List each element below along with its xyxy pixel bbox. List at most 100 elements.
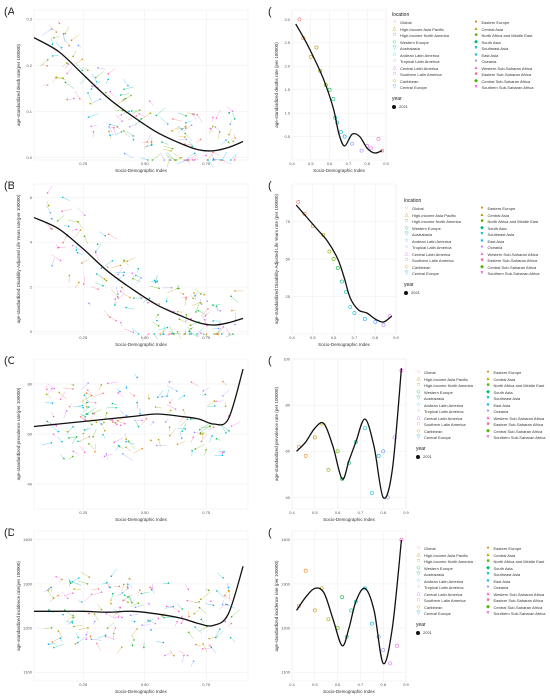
data-point xyxy=(57,246,59,249)
data-point xyxy=(140,118,143,120)
legend-symbol-icon: ☆ xyxy=(416,401,421,408)
legend-item: ■ Eastern Sub-Saharan Africa xyxy=(486,597,548,604)
legend-label: Eastern Sub-Saharan Africa xyxy=(481,72,532,77)
data-point xyxy=(211,435,213,437)
plot-area xyxy=(33,183,249,335)
data-point xyxy=(153,279,156,282)
legend-label: Central Latin America xyxy=(424,591,463,597)
data-point xyxy=(228,111,231,114)
data-point xyxy=(221,603,224,606)
x-tick-label: 0.8 xyxy=(380,682,386,687)
label-leader-line xyxy=(225,333,234,338)
legend-item: ▲ Central Asia xyxy=(474,26,548,32)
data-point xyxy=(117,419,119,422)
data-point xyxy=(209,645,211,647)
legend-symbol-icon: ■ xyxy=(474,32,478,38)
label-leader-line xyxy=(95,282,103,286)
data-point xyxy=(221,451,224,454)
data-point xyxy=(231,110,234,112)
data-point xyxy=(215,437,218,440)
data-point xyxy=(137,425,140,428)
label-leader-line xyxy=(127,584,133,588)
data-point xyxy=(335,266,340,270)
label-leader-line xyxy=(130,614,139,616)
data-point xyxy=(77,220,79,223)
data-point xyxy=(340,279,344,284)
legend-symbol-icon: ■ xyxy=(486,597,490,603)
data-point xyxy=(202,333,205,335)
legend-item: ▼ Southeast Asia xyxy=(486,396,548,402)
label-leader-line xyxy=(216,572,224,578)
data-point xyxy=(70,39,73,41)
data-point xyxy=(67,431,69,433)
legend-item: △ Central Latin America xyxy=(416,415,478,421)
y-tick-label: 1300 xyxy=(281,581,291,586)
legend-symbol-icon: □ xyxy=(392,71,397,77)
label-leader-line xyxy=(140,157,148,161)
data-point xyxy=(381,449,386,454)
label-leader-line xyxy=(202,643,208,652)
label-leader-line xyxy=(65,82,74,89)
x-tick-label: 0.9 xyxy=(393,335,399,340)
label-leader-line xyxy=(116,286,119,295)
data-point xyxy=(230,622,233,625)
data-point xyxy=(104,635,107,638)
label-leader-line xyxy=(41,64,48,67)
data-point xyxy=(69,582,72,584)
legend-item: ▼ Southern Sub-Saharan Africa xyxy=(486,611,548,617)
label-leader-line xyxy=(187,326,192,335)
data-point xyxy=(56,220,59,222)
legend-label: Eastern Sub-Saharan Africa xyxy=(493,598,544,603)
data-point xyxy=(161,395,163,398)
label-leader-line xyxy=(67,621,73,625)
label-leader-line xyxy=(142,298,150,303)
data-point xyxy=(61,196,64,199)
legend-label: Southeast Asia xyxy=(481,46,509,51)
label-leader-line xyxy=(91,588,99,591)
legend-label: Eastern Europe xyxy=(493,546,522,551)
year-legend: year 2021 xyxy=(416,622,547,635)
label-leader-line xyxy=(198,310,208,316)
data-point xyxy=(150,143,153,146)
label-leader-line xyxy=(194,609,200,614)
plot-e: 0.4 0.5 0.6 0.7 0.8 0.9 0.5 1.0 1.5 2.0 2.5 3.0 Soci… xyxy=(272,6,392,176)
data-point xyxy=(222,395,224,397)
legend-grid: ○ Global ● Eastern Europe △ High-income Asia … xyxy=(416,370,548,441)
label-leader-line xyxy=(111,568,118,577)
legend-item: ◇ Western Europe xyxy=(392,39,466,45)
label-leader-line xyxy=(150,587,155,591)
y-tick-label: 75 xyxy=(286,219,291,224)
data-point xyxy=(202,433,204,435)
data-point xyxy=(222,576,224,579)
label-leader-line xyxy=(164,606,174,609)
data-point xyxy=(91,412,94,415)
data-point xyxy=(150,629,152,631)
data-point xyxy=(331,257,336,261)
data-point xyxy=(216,590,218,592)
label-leader-line xyxy=(113,612,119,617)
data-point xyxy=(164,421,167,423)
data-point xyxy=(174,408,177,410)
label-leader-line xyxy=(166,159,170,168)
label-leader-line xyxy=(152,153,161,161)
data-point xyxy=(185,298,187,300)
x-tick-label: 0.4 xyxy=(289,510,295,515)
legend-item: ▽ Central Europe xyxy=(392,85,466,91)
label-leader-line xyxy=(160,328,167,335)
label-leader-line xyxy=(209,435,213,443)
data-point xyxy=(84,419,87,421)
label-leader-line xyxy=(216,590,226,599)
data-point xyxy=(138,109,141,111)
data-point xyxy=(175,159,177,161)
label-leader-line xyxy=(211,647,216,653)
data-point xyxy=(359,148,364,153)
data-point xyxy=(376,137,381,141)
label-leader-line xyxy=(144,620,151,623)
legend-item: ▽ Australasia xyxy=(392,46,466,52)
x-tick-label: 0.7 xyxy=(346,161,352,166)
label-leader-line xyxy=(203,387,210,392)
data-point xyxy=(145,417,148,420)
data-point xyxy=(198,606,201,609)
data-point xyxy=(182,293,185,295)
